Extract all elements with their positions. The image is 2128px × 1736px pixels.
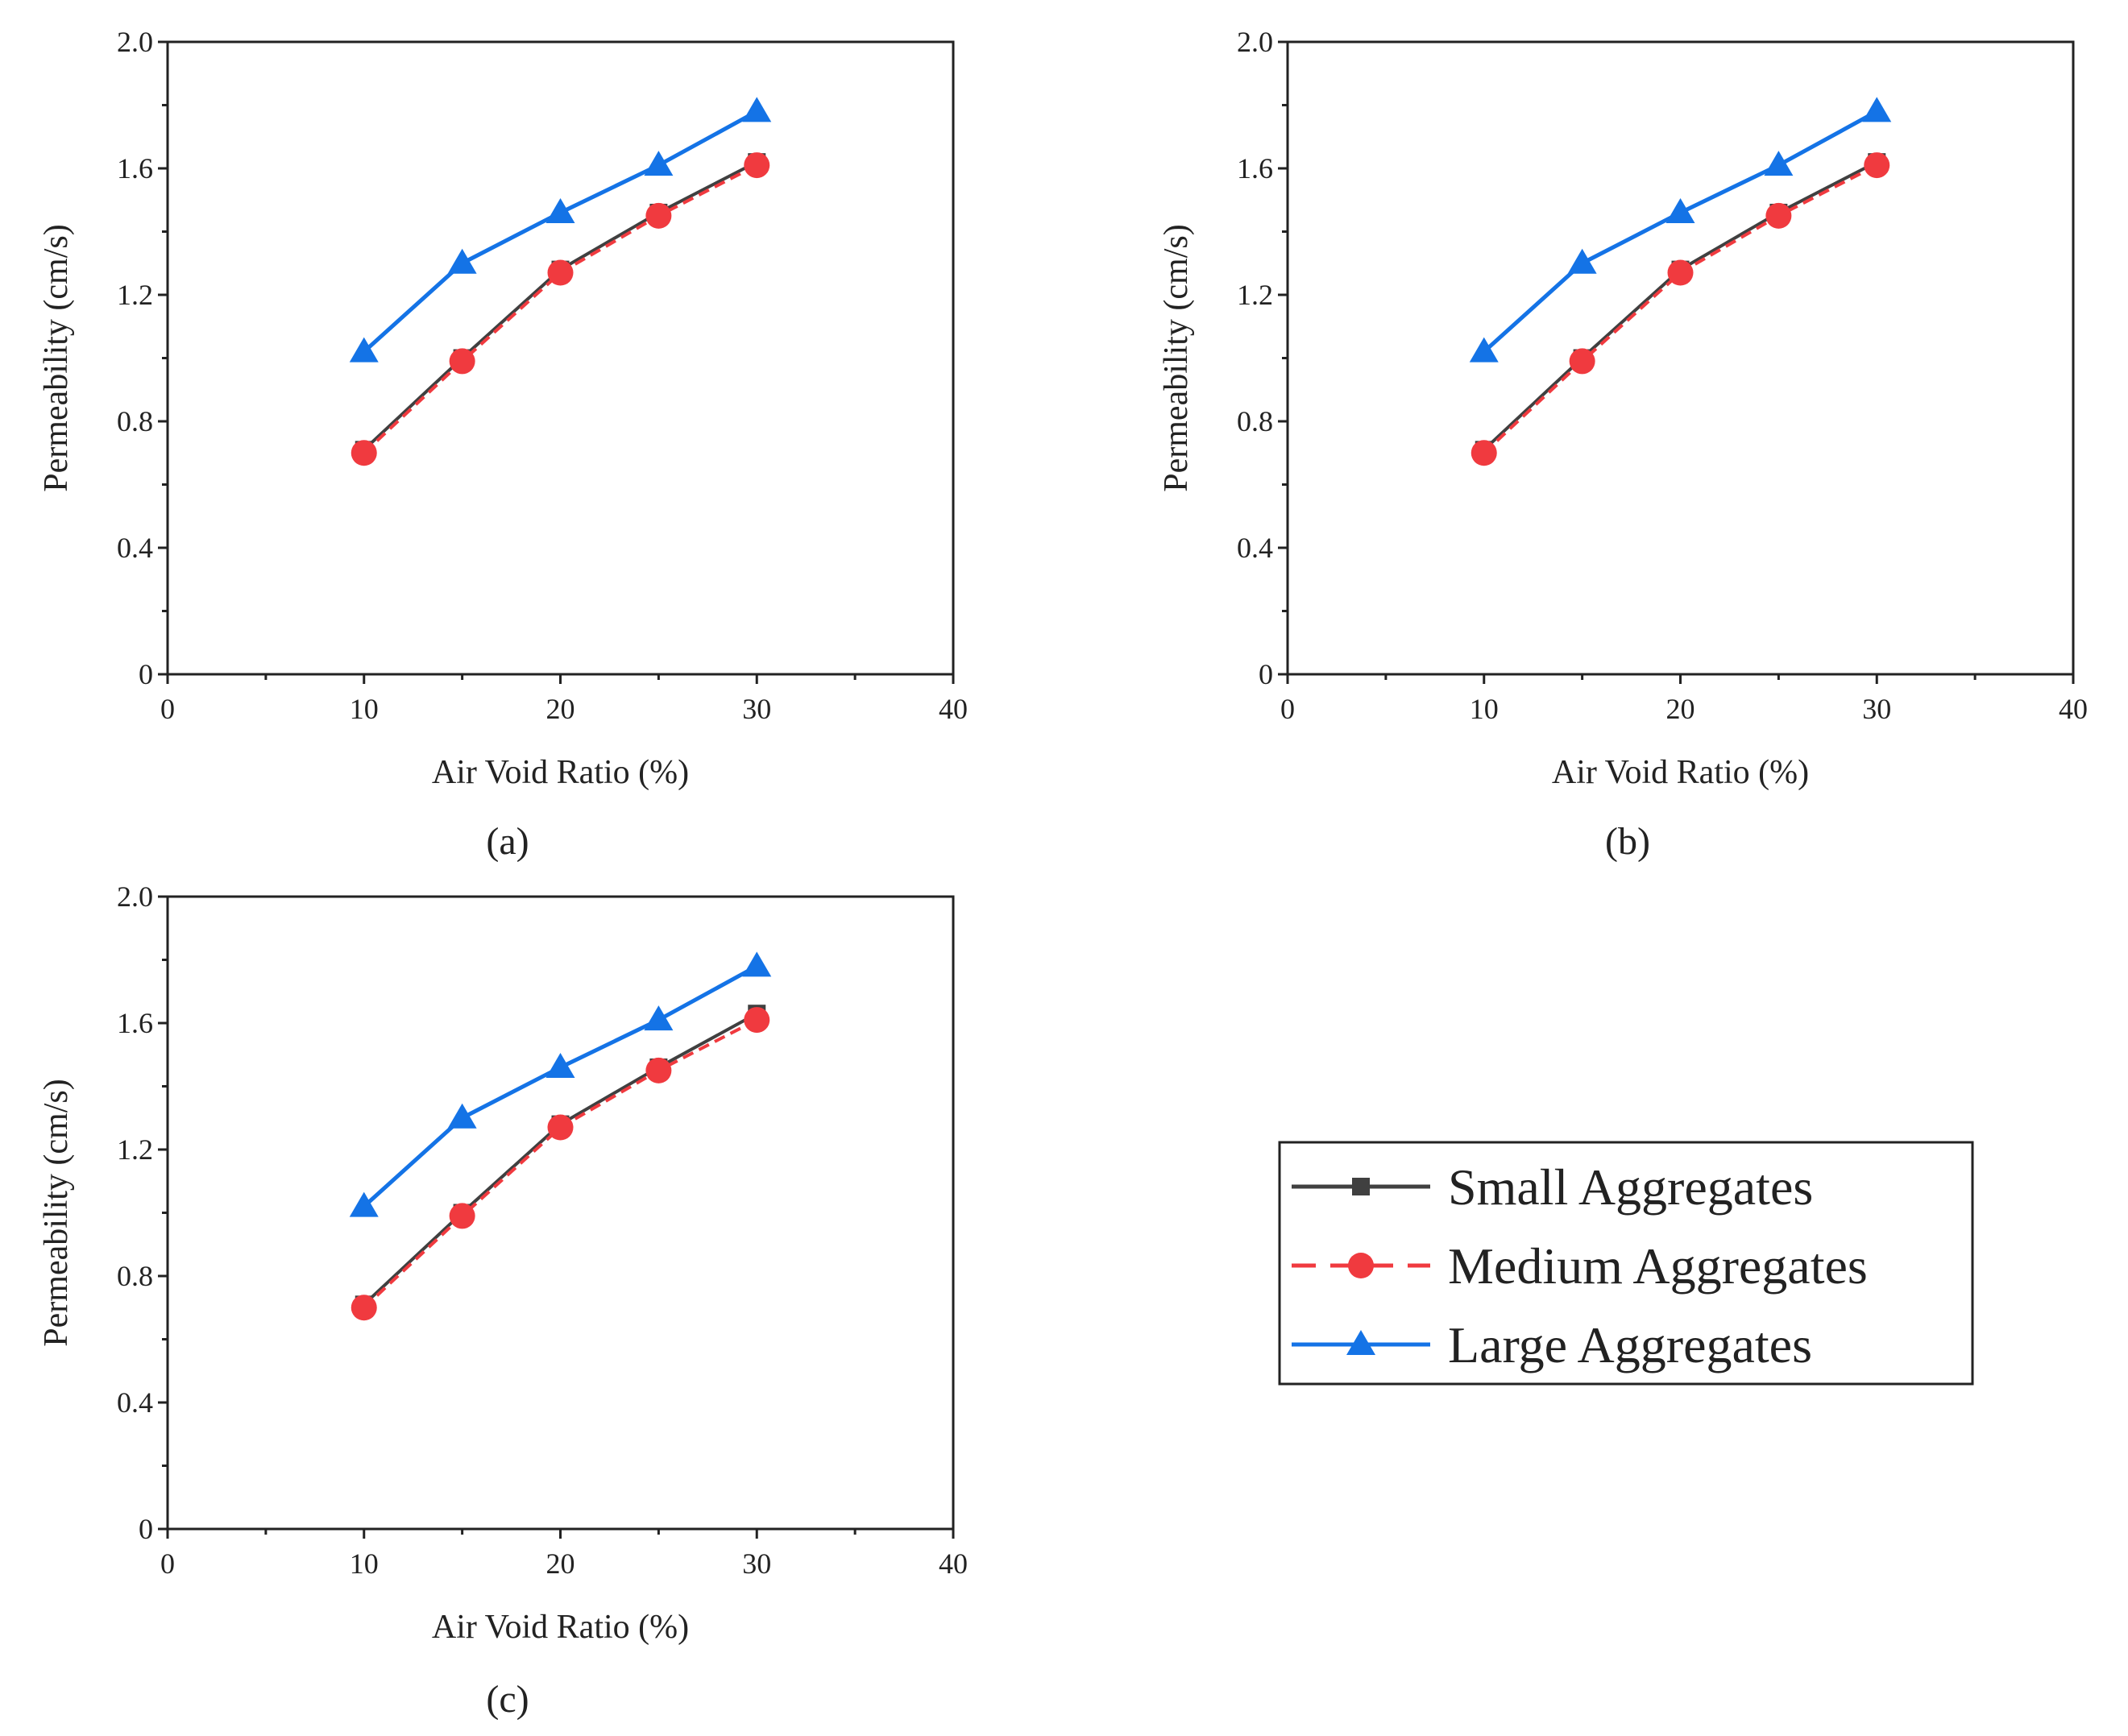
y-axis-title: Permeability (cm/s) [38,1079,75,1346]
data-point-large [545,197,575,223]
panel-label: (c) [486,1678,529,1721]
data-point-medium [547,1114,574,1141]
y-tick-label: 0.8 [117,405,153,437]
series-line-large [363,110,758,354]
series-medium [351,1007,770,1321]
chart-panel-c: 0 10 20 30 40 0 0.4 0.8 1.2 1.6 2.0 Air Void Ratio … [38,880,968,1721]
y-tick-label: 2.0 [117,26,153,58]
x-tick-label: 40 [939,1547,968,1580]
data-point-large [447,248,477,274]
series-line-large [1483,110,1878,354]
data-point-large [349,337,379,363]
x-tick-label: 30 [742,693,771,725]
series-line-large [363,964,758,1208]
data-point-medium [351,440,377,466]
plot-frame [166,895,955,1531]
data-point-medium [1765,202,1792,229]
data-point-medium [744,1007,770,1034]
y-tick-label: 0 [1259,658,1273,690]
x-tick-label: 20 [1666,693,1695,725]
legend-marker-medium [1348,1253,1374,1278]
series-medium [1471,152,1890,466]
x-tick-label: 0 [1280,693,1295,725]
data-point-medium [645,1057,672,1083]
data-point-large [349,1191,379,1217]
data-point-medium [449,348,475,375]
data-point-medium [547,259,574,286]
y-tick-label: 0 [139,1513,153,1545]
y-tick-label: 1.2 [117,1133,153,1166]
legend-label-large: Large Aggregates [1448,1316,1812,1373]
data-point-medium [645,202,672,229]
x-axis-title: Air Void Ratio (%) [1552,754,1809,791]
x-tick-label: 0 [160,693,175,725]
data-point-large [1862,97,1892,122]
y-tick-label: 2.0 [117,880,153,913]
data-point-medium [1864,152,1890,179]
data-point-medium [1667,259,1694,286]
y-tick-label: 1.2 [1237,279,1273,311]
data-point-medium [449,1203,475,1229]
data-point-medium [351,1295,377,1321]
y-tick-label: 2.0 [1237,26,1273,58]
x-tick-label: 40 [2059,693,2088,725]
x-tick-label: 10 [350,693,379,725]
y-tick-label: 0.8 [117,1260,153,1292]
y-axis-title: Permeability (cm/s) [38,224,75,491]
data-point-large [742,97,772,122]
x-axis-title: Air Void Ratio (%) [432,754,689,791]
data-point-medium [1471,440,1497,466]
y-tick-label: 0.8 [1237,405,1273,437]
data-point-large [1764,151,1794,176]
y-tick-label: 0.4 [117,532,153,564]
data-point-large [1469,337,1499,363]
y-axis-title: Permeability (cm/s) [1158,224,1195,491]
data-point-large [447,1103,477,1129]
data-point-large [644,1005,674,1031]
series-large [349,97,772,363]
y-tick-label: 0.4 [117,1386,153,1419]
y-tick-label: 1.2 [117,279,153,311]
series-medium [351,152,770,466]
y-tick-label: 1.6 [1237,152,1273,184]
x-tick-label: 20 [546,693,575,725]
chart-panel-b: 0 10 20 30 40 0 0.4 0.8 1.2 1.6 2.0 Air Void Ratio … [1158,26,2088,863]
series-large [349,951,772,1217]
data-point-large [1665,197,1695,223]
y-tick-label: 1.6 [117,152,153,184]
plot-frame [166,40,955,676]
legend-marker-large [1346,1330,1375,1355]
panel-label: (b) [1605,820,1650,863]
data-point-large [644,151,674,176]
plot-frame [1286,40,2075,676]
y-tick-label: 0.4 [1237,532,1273,564]
chart-panel-a: 0 10 20 30 40 0 0.4 0.8 1.2 1.6 2.0 Air Void Ratio … [38,26,968,863]
data-point-medium [1569,348,1595,375]
x-tick-label: 20 [546,1547,575,1580]
data-point-large [1567,248,1597,274]
legend: Small Aggregates Medium Aggregates Large A… [1278,1141,1974,1386]
x-tick-label: 40 [939,693,968,725]
series-large [1469,97,1892,363]
x-tick-label: 10 [350,1547,379,1580]
y-tick-label: 0 [139,658,153,690]
panel-label: (a) [486,820,529,863]
x-tick-label: 10 [1470,693,1499,725]
data-point-large [742,951,772,977]
y-tick-label: 1.6 [117,1007,153,1039]
x-tick-label: 0 [160,1547,175,1580]
x-tick-label: 30 [1862,693,1891,725]
x-tick-label: 30 [742,1547,771,1580]
data-point-large [545,1052,575,1078]
legend-label-small: Small Aggregates [1448,1158,1813,1216]
legend-label-medium: Medium Aggregates [1448,1237,1868,1295]
x-axis-title: Air Void Ratio (%) [432,1609,689,1646]
data-point-medium [744,152,770,179]
legend-marker-small [1352,1178,1370,1195]
